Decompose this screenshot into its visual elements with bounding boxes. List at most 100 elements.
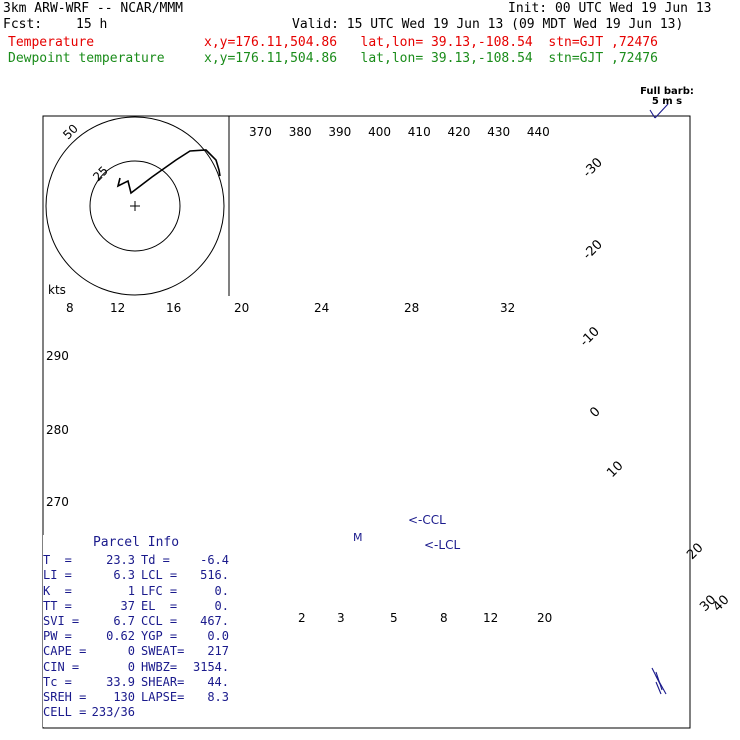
parcel-cell: 217 bbox=[207, 644, 229, 659]
parcel-cell: Tc = bbox=[43, 674, 72, 689]
theta-label: 430 bbox=[487, 125, 510, 139]
isotherm-label: -30 bbox=[580, 155, 606, 181]
parcel-cell: 1 bbox=[127, 583, 135, 598]
valid-time: Valid: 15 UTC Wed 19 Jun 13 (09 MDT Wed … bbox=[292, 17, 684, 32]
barb-shaft bbox=[655, 681, 662, 695]
parcel-row: SVI = 6.7 CCL = 467. bbox=[43, 614, 229, 629]
parcel-cell: CIN = bbox=[43, 659, 80, 674]
mixing-ratio-low-label: 2 bbox=[298, 611, 306, 625]
parcel-cell: CCL = bbox=[141, 614, 178, 629]
mixing-ratio-low-label: 3 bbox=[337, 611, 345, 625]
parcel-cell: K = bbox=[43, 583, 72, 598]
theta-label: 420 bbox=[448, 125, 471, 139]
parcel-cell: 467. bbox=[200, 614, 229, 629]
init-time: Init: 00 UTC Wed 19 Jun 13 bbox=[508, 1, 712, 16]
parcel-cell: 23.3 bbox=[106, 553, 135, 568]
grid-lines: 1002003004005006007008009001000 bbox=[42, 115, 691, 729]
theta-label: 410 bbox=[408, 125, 431, 139]
mixing-ratio-low-label: 12 bbox=[483, 611, 498, 625]
parcel-cell: EL = bbox=[141, 598, 178, 613]
isotherm-label: 0 bbox=[587, 404, 603, 420]
ccl-marker: <-CCL bbox=[408, 513, 446, 527]
isotherm-label: -10 bbox=[577, 324, 603, 350]
parcel-row: CELL = 233/36 bbox=[43, 705, 229, 720]
barb-shaft bbox=[651, 667, 661, 685]
forecast-hour: 15 h bbox=[76, 17, 108, 32]
parcel-cell: 0. bbox=[214, 583, 229, 598]
dewpoint-location: x,y=176.11,504.86 lat,lon= 39.13,-108.54… bbox=[204, 51, 658, 66]
hodograph-units: kts bbox=[48, 283, 66, 297]
parcel-row: PW = 0.62 YGP = 0.0 bbox=[43, 629, 229, 644]
theta-label: 400 bbox=[368, 125, 391, 139]
barb-key-flag bbox=[649, 109, 656, 119]
plot-frame bbox=[42, 115, 691, 729]
parcel-cell: 0.62 bbox=[106, 629, 135, 644]
parcel-cell: 6.7 bbox=[113, 614, 135, 629]
isotherm-label: 40 bbox=[710, 593, 732, 615]
isotherm-label: 20 bbox=[684, 541, 706, 563]
temperature-legend: Temperature bbox=[8, 35, 95, 50]
forecast-label: Fcst: bbox=[3, 17, 43, 32]
parcel-info-title: Parcel Info bbox=[92, 535, 180, 550]
parcel-cell: LI = bbox=[43, 568, 72, 583]
parcel-row: CAPE = 0 SWEAT= 217 bbox=[43, 644, 229, 659]
hodograph-ring-outer bbox=[45, 116, 225, 296]
parcel-cell: SHEAR= bbox=[141, 674, 185, 689]
theta-label: 380 bbox=[289, 125, 312, 139]
parcel-row: T = 23.3 Td = -6.4 bbox=[43, 553, 229, 568]
parcel-cell: 3154. bbox=[193, 659, 230, 674]
parcel-cell: PW = bbox=[43, 629, 72, 644]
parcel-cell: -6.4 bbox=[200, 553, 229, 568]
parcel-cell: 130 bbox=[113, 690, 135, 705]
hodograph: 50 25 kts bbox=[45, 116, 230, 297]
dewpoint-legend: Dewpoint temperature bbox=[8, 51, 165, 66]
parcel-cell: 37 bbox=[120, 598, 135, 613]
parcel-cell: CELL = bbox=[43, 705, 87, 720]
theta-label: 390 bbox=[328, 125, 351, 139]
parcel-cell bbox=[135, 705, 193, 720]
mixing-ratio-top-label: 28 bbox=[404, 301, 419, 315]
model-title: 3km ARW-WRF -- NCAR/MMM bbox=[3, 1, 184, 16]
parcel-row: LI = 6.3 LCL = 516. bbox=[43, 568, 229, 583]
parcel-cell: YGP = bbox=[141, 629, 178, 644]
parcel-cell: LAPSE= bbox=[141, 690, 185, 705]
hodograph-trace bbox=[116, 149, 221, 195]
annotations: <-CCL <-LCL M Full barb:5 m s bbox=[353, 86, 694, 552]
parcel-cell: 8.3 bbox=[207, 690, 229, 705]
parcel-cell: 44. bbox=[207, 674, 229, 689]
isotherm-label: 10 bbox=[604, 459, 626, 481]
parcel-cell: Td = bbox=[141, 553, 170, 568]
full-barb-label: Full barb: bbox=[640, 86, 694, 97]
hodograph-ring-label: 25 bbox=[90, 163, 111, 184]
mixing-ratio-top-label: 8 bbox=[66, 301, 74, 315]
parcel-cell: 33.9 bbox=[106, 674, 135, 689]
mixing-ratio-top-label: 16 bbox=[166, 301, 181, 315]
parcel-row: Tc = 33.9 SHEAR= 44. bbox=[43, 675, 229, 690]
full-barb-value: 5 m s bbox=[652, 96, 682, 107]
theta-left-label: 290 bbox=[46, 349, 69, 363]
parcel-cell: 0.0 bbox=[207, 629, 229, 644]
mixing-ratio-top-label: 24 bbox=[314, 301, 329, 315]
parcel-cell: TT = bbox=[43, 598, 72, 613]
wind-barbs bbox=[649, 103, 669, 695]
mixing-ratio-low-label: 20 bbox=[537, 611, 552, 625]
parcel-cell: HWBZ= bbox=[141, 659, 178, 674]
isotherm-label: -20 bbox=[580, 237, 606, 263]
theta-left-label: 270 bbox=[46, 495, 69, 509]
parcel-cell: SREH = bbox=[43, 690, 87, 705]
mixing-ratio-low-label: 8 bbox=[440, 611, 448, 625]
parcel-cell: SWEAT= bbox=[141, 644, 185, 659]
parcel-cell: 0. bbox=[214, 598, 229, 613]
temperature-location: x,y=176.11,504.86 lat,lon= 39.13,-108.54… bbox=[204, 35, 658, 50]
theta-left-label: 280 bbox=[46, 423, 69, 437]
parcel-info-panel: Parcel Info T = 23.3 Td = -6.4 LI = 6.3 LCL = 5… bbox=[43, 535, 229, 727]
mixing-ratio-top-label: 20 bbox=[234, 301, 249, 315]
parcel-row: CIN = 0 HWBZ= 3154. bbox=[43, 660, 229, 675]
lcl-marker: <-LCL bbox=[424, 538, 460, 552]
header: 3km ARW-WRF -- NCAR/MMM Init: 00 UTC Wed… bbox=[0, 0, 740, 70]
mixing-ratio-top-label: 32 bbox=[500, 301, 515, 315]
parcel-cell: LFC = bbox=[141, 583, 178, 598]
hodograph-ring-inner bbox=[89, 160, 181, 252]
parcel-row: SREH = 130 LAPSE= 8.3 bbox=[43, 690, 229, 705]
